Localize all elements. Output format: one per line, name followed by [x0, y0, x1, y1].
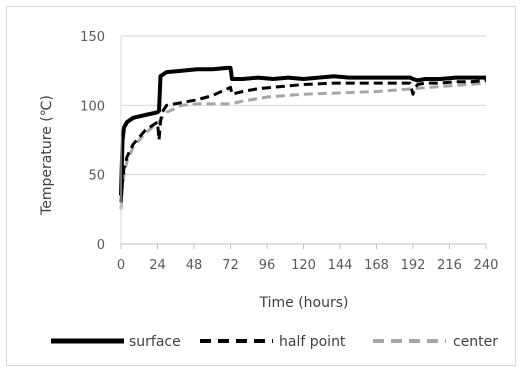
- series-lines: [119, 65, 487, 210]
- legend-label-center: center: [453, 334, 498, 350]
- axes: [120, 36, 487, 249]
- y-tick-label-150: 150: [80, 30, 105, 45]
- x-tick-label-72: 72: [222, 258, 239, 273]
- x-tick-label-240: 240: [474, 258, 499, 273]
- x-tick-label-216: 216: [437, 258, 462, 273]
- x-tick-label-168: 168: [364, 258, 389, 273]
- legend-label-half-point: half point: [279, 334, 346, 350]
- chart-frame: 0 50 100 150 0 24 48 72 96 120 144 168 192 216 240 Te…: [6, 6, 516, 366]
- grid-lines: [121, 35, 486, 245]
- y-axis-title: Temperature (℃): [39, 95, 55, 216]
- series-line-half-point: [119, 78, 487, 203]
- line-chart: 0 50 100 150 0 24 48 72 96 120 144 168 192 216 240 Te…: [39, 30, 499, 350]
- x-tick-label-192: 192: [401, 258, 426, 273]
- x-tick-label-96: 96: [259, 258, 276, 273]
- x-tick-label-24: 24: [149, 258, 166, 273]
- series-line-surface: [119, 65, 486, 196]
- x-tick-label-0: 0: [117, 258, 125, 273]
- y-tick-labels: 0 50 100 150: [80, 30, 105, 253]
- x-tick-label-120: 120: [291, 258, 316, 273]
- y-tick-label-100: 100: [80, 99, 105, 114]
- y-tick-label-0: 0: [97, 238, 105, 253]
- y-tick-label-50: 50: [88, 169, 105, 184]
- x-axis-title: Time (hours): [259, 295, 349, 311]
- legend-label-surface: surface: [129, 334, 181, 350]
- series-line-center: [119, 81, 487, 210]
- legend: surface half point center: [51, 334, 498, 350]
- x-tick-labels: 0 24 48 72 96 120 144 168 192 216 240: [117, 258, 499, 273]
- x-tick-label-48: 48: [186, 258, 203, 273]
- x-tick-label-144: 144: [328, 258, 353, 273]
